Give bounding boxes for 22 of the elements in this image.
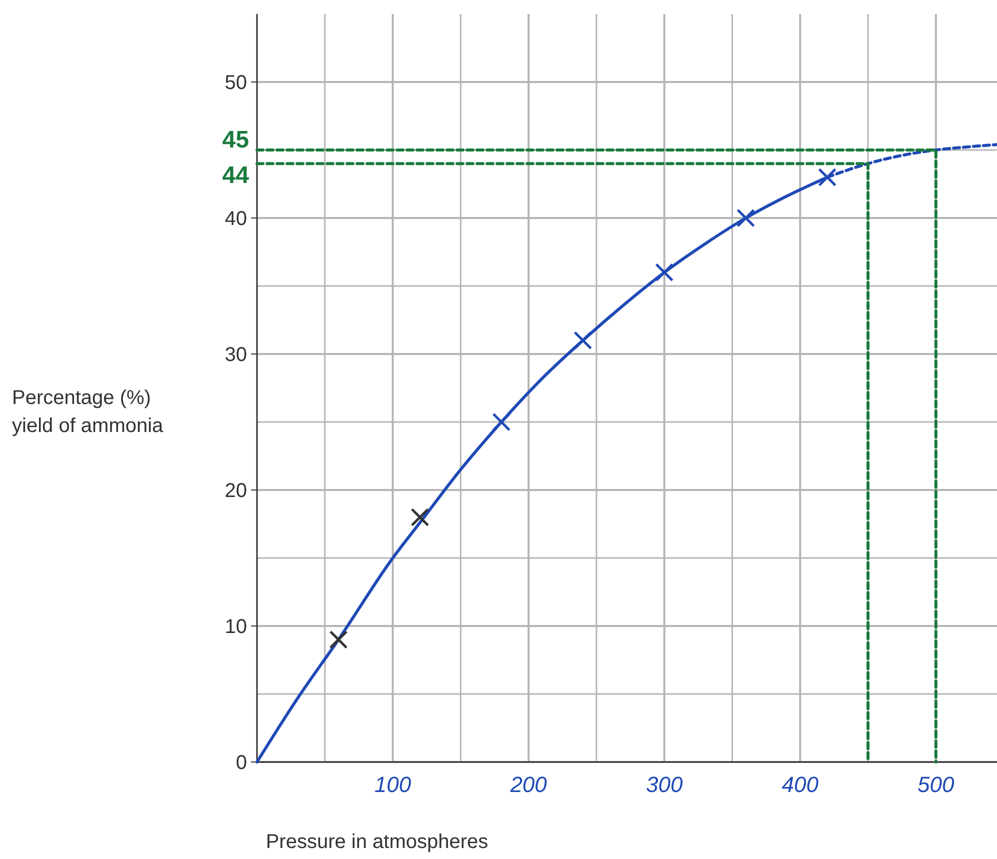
point: [492, 412, 511, 432]
x-tick-label: 500: [918, 772, 956, 797]
x-tick-label: 100: [374, 772, 412, 797]
point: [329, 630, 348, 649]
point: [574, 331, 592, 350]
y-tick-label: 40: [224, 208, 247, 230]
point: [410, 508, 430, 526]
y-tick-label: 50: [224, 72, 247, 94]
y-tick-label: 30: [224, 344, 247, 366]
y-tick-label: 20: [224, 480, 247, 502]
x-tick-label: 200: [509, 772, 548, 797]
x-tick-label: 300: [646, 772, 684, 797]
annotation: 45: [222, 126, 249, 154]
x-axis-title: Pressure in atmospheres: [266, 831, 488, 853]
y-tick-label: 0: [236, 752, 247, 774]
x-tick-label: 400: [782, 772, 820, 797]
y-axis-title: Percentage (%) yield of ammonia: [12, 387, 164, 437]
annotation: 44: [222, 162, 250, 189]
point: [655, 263, 674, 282]
y-tick-label: 10: [224, 616, 247, 638]
point: [736, 208, 756, 228]
point: [818, 168, 837, 186]
